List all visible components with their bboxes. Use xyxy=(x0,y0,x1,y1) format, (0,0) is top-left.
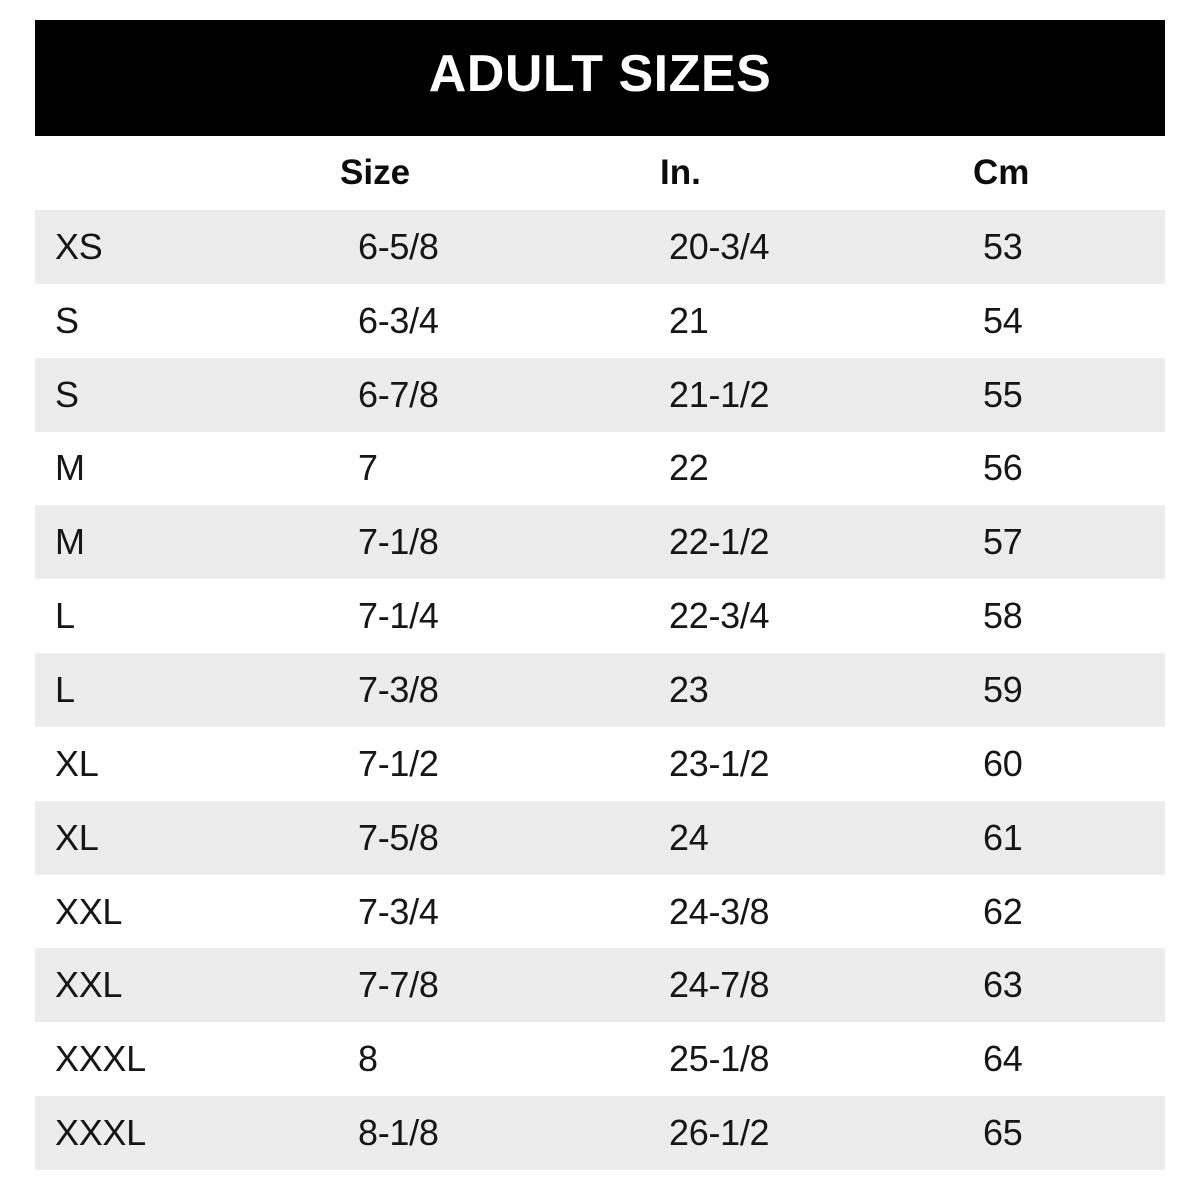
table-row: L 7-3/8 23 59 xyxy=(35,653,1165,727)
cm-cell: 56 xyxy=(983,447,1023,489)
inches-cell: 22 xyxy=(669,447,709,489)
table-row: XS 6-5/8 20-3/4 53 xyxy=(35,210,1165,284)
column-header-size: Size xyxy=(340,153,411,192)
inches-cell: 24 xyxy=(669,816,709,858)
cm-cell: 65 xyxy=(983,1112,1023,1154)
hat-size-cell: 6-3/4 xyxy=(358,299,439,341)
inches-cell: 21 xyxy=(669,299,709,341)
cm-cell: 53 xyxy=(983,225,1023,267)
inches-cell: 23 xyxy=(669,668,709,710)
size-label-cell: XL xyxy=(55,816,99,858)
inches-cell: 25-1/8 xyxy=(669,1038,770,1080)
cm-cell: 61 xyxy=(983,816,1023,858)
table-row: XXL 7-7/8 24-7/8 63 xyxy=(35,948,1165,1023)
inches-cell: 23-1/2 xyxy=(669,742,770,784)
hat-size-cell: 7-1/2 xyxy=(358,742,439,784)
hat-size-cell: 7-1/8 xyxy=(358,521,439,563)
size-label-cell: XXL xyxy=(55,964,123,1006)
inches-cell: 24-3/8 xyxy=(669,890,770,932)
hat-size-cell: 6-7/8 xyxy=(358,373,439,415)
size-label-cell: XXL xyxy=(55,890,123,932)
size-label-cell: XS xyxy=(55,225,103,267)
size-table: ADULT SIZES Size In. Cm XS 6-5/8 20-3/4 … xyxy=(35,20,1165,1170)
hat-size-cell: 8 xyxy=(358,1038,378,1080)
table-row: L 7-1/4 22-3/4 58 xyxy=(35,579,1165,654)
table-row: S 6-3/4 21 54 xyxy=(35,283,1165,358)
table-body: XS 6-5/8 20-3/4 53 S 6-3/4 21 54 S 6-7/8… xyxy=(35,210,1165,1170)
hat-size-cell: 7-3/4 xyxy=(358,890,439,932)
table-row: XL 7-1/2 23-1/2 60 xyxy=(35,726,1165,801)
table-row: XXXL 8-1/8 26-1/2 65 xyxy=(35,1096,1165,1170)
cm-cell: 62 xyxy=(983,890,1023,932)
hat-size-cell: 7-7/8 xyxy=(358,964,439,1006)
inches-cell: 26-1/2 xyxy=(669,1112,770,1154)
hat-size-cell: 6-5/8 xyxy=(358,225,439,267)
table-row: S 6-7/8 21-1/2 55 xyxy=(35,357,1165,432)
size-label-cell: S xyxy=(55,373,79,415)
size-label-cell: XXXL xyxy=(55,1112,146,1154)
size-label-cell: XL xyxy=(55,742,99,784)
cm-cell: 54 xyxy=(983,299,1023,341)
cm-cell: 55 xyxy=(983,373,1023,415)
table-header-row: Size In. Cm xyxy=(35,136,1165,210)
size-label-cell: L xyxy=(55,595,75,637)
hat-size-cell: 7-3/8 xyxy=(358,668,439,710)
cm-cell: 63 xyxy=(983,964,1023,1006)
hat-size-cell: 7-1/4 xyxy=(358,595,439,637)
cm-cell: 60 xyxy=(983,742,1023,784)
table-row: XL 7-5/8 24 61 xyxy=(35,800,1165,875)
hat-size-cell: 7 xyxy=(358,447,378,489)
size-label-cell: M xyxy=(55,447,85,489)
size-label-cell: XXXL xyxy=(55,1038,146,1080)
table-row: M 7-1/8 22-1/2 57 xyxy=(35,505,1165,580)
table-row: XXL 7-3/4 24-3/8 62 xyxy=(35,874,1165,949)
inches-cell: 20-3/4 xyxy=(669,225,770,267)
column-header-inches: In. xyxy=(660,153,701,192)
hat-size-cell: 7-5/8 xyxy=(358,816,439,858)
inches-cell: 22-1/2 xyxy=(669,521,770,563)
cm-cell: 64 xyxy=(983,1038,1023,1080)
table-row: XXXL 8 25-1/8 64 xyxy=(35,1022,1165,1097)
size-label-cell: L xyxy=(55,668,75,710)
size-label-cell: M xyxy=(55,521,85,563)
title-banner: ADULT SIZES xyxy=(35,20,1165,136)
size-label-cell: S xyxy=(55,299,79,341)
cm-cell: 59 xyxy=(983,668,1023,710)
column-header-cm: Cm xyxy=(973,153,1030,192)
inches-cell: 22-3/4 xyxy=(669,595,770,637)
table-row: M 7 22 56 xyxy=(35,431,1165,506)
cm-cell: 58 xyxy=(983,595,1023,637)
inches-cell: 21-1/2 xyxy=(669,373,770,415)
inches-cell: 24-7/8 xyxy=(669,964,770,1006)
hat-size-cell: 8-1/8 xyxy=(358,1112,439,1154)
cm-cell: 57 xyxy=(983,521,1023,563)
page-title: ADULT SIZES xyxy=(428,45,772,103)
